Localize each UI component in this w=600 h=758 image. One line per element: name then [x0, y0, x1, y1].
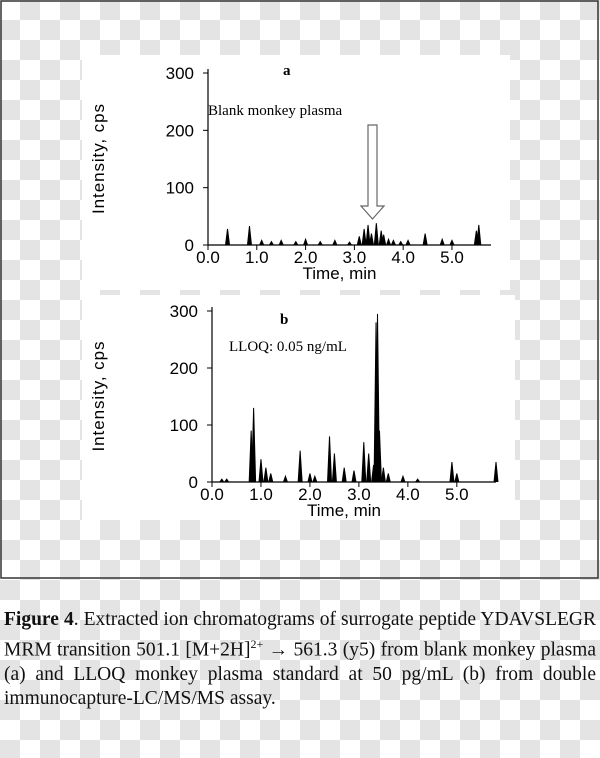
peak	[219, 478, 225, 483]
peak	[307, 473, 313, 483]
annotation: LLOQ: 0.05 ng/mL	[229, 339, 347, 355]
peak	[493, 462, 499, 483]
arrow	[359, 124, 386, 220]
peak	[278, 239, 284, 246]
peak	[282, 474, 288, 483]
caption: Figure 4. Extracted ion chromatograms of…	[4, 608, 596, 711]
peak	[303, 237, 309, 246]
peak	[449, 239, 455, 246]
peak	[361, 228, 367, 246]
peak	[341, 467, 347, 483]
peak	[376, 430, 382, 483]
y-tick-label: 300	[166, 64, 194, 83]
peak	[449, 462, 455, 483]
y-tick-label: 100	[166, 179, 194, 198]
peak	[317, 240, 323, 246]
x-tick-label: 5.0	[440, 248, 464, 267]
peak	[268, 473, 274, 483]
peak	[251, 407, 257, 483]
peak	[258, 459, 264, 483]
panel-label: a	[283, 63, 291, 79]
peak	[400, 474, 406, 483]
x-tick-label: 3.0	[343, 248, 367, 267]
peak	[365, 224, 371, 246]
panel	[82, 55, 510, 290]
peak	[366, 453, 372, 483]
peak	[356, 236, 362, 246]
peak	[386, 237, 392, 246]
x-tick-label: 1.0	[245, 248, 269, 267]
peak	[347, 241, 352, 246]
peak	[380, 467, 386, 483]
peak	[332, 239, 338, 246]
peak	[312, 474, 318, 483]
y-axis-label: Intensity, cps	[89, 104, 108, 214]
caption-text: → 561.3 (y5) from blank monkey plasma (a…	[4, 639, 596, 709]
peak	[373, 223, 379, 246]
peak	[246, 226, 252, 246]
x-tick-label: 5.0	[445, 485, 469, 504]
peak	[293, 240, 299, 246]
x-tick-label: 0.0	[196, 248, 220, 267]
x-tick-label: 3.0	[347, 485, 371, 504]
peak	[259, 239, 265, 246]
annotation: Blank monkey plasma	[208, 103, 342, 119]
panel-label: b	[280, 312, 288, 328]
figure-border	[0, 0, 599, 579]
caption-text: . Extracted ion chromatograms of surroga…	[4, 609, 596, 661]
peak	[263, 467, 269, 483]
caption-label: Figure 4	[4, 609, 74, 630]
peak	[398, 240, 404, 246]
x-tick-label: 4.0	[391, 248, 415, 267]
peak	[405, 239, 411, 246]
x-tick-label: 2.0	[298, 485, 322, 504]
peak	[297, 450, 303, 483]
y-axis-label: Intensity, cps	[89, 342, 108, 452]
peak	[368, 233, 374, 246]
x-tick-label: 1.0	[249, 485, 273, 504]
y-tick-label: 200	[166, 121, 194, 140]
peak	[361, 442, 367, 483]
caption-sup: 2+	[250, 637, 264, 651]
x-tick-label: 2.0	[294, 248, 318, 267]
peak	[351, 470, 357, 483]
y-tick-label: 0	[185, 236, 194, 255]
peak	[375, 313, 381, 483]
peak	[415, 478, 421, 483]
peak	[390, 239, 396, 246]
peak	[439, 237, 445, 246]
peak	[381, 234, 387, 246]
x-axis-label: Time, min	[303, 264, 377, 283]
y-tick-label: 200	[170, 359, 198, 378]
peak	[331, 453, 337, 483]
peak	[224, 478, 230, 483]
x-axis-label: Time, min	[307, 501, 381, 520]
y-tick-label: 0	[189, 473, 198, 492]
x-tick-label: 4.0	[396, 485, 420, 504]
peak	[454, 473, 460, 483]
peak	[422, 233, 428, 246]
peak	[268, 240, 274, 246]
x-tick-label: 0.0	[200, 485, 224, 504]
figure: 0 100 200 300 0.0 1.0 2.0 3.0 4.0 5.0 Time, min Int…	[0, 0, 599, 579]
peak	[327, 436, 333, 483]
peak	[476, 224, 482, 246]
peak	[385, 473, 391, 483]
y-tick-label: 300	[170, 302, 198, 321]
peak	[225, 228, 231, 246]
y-tick-label: 100	[170, 416, 198, 435]
